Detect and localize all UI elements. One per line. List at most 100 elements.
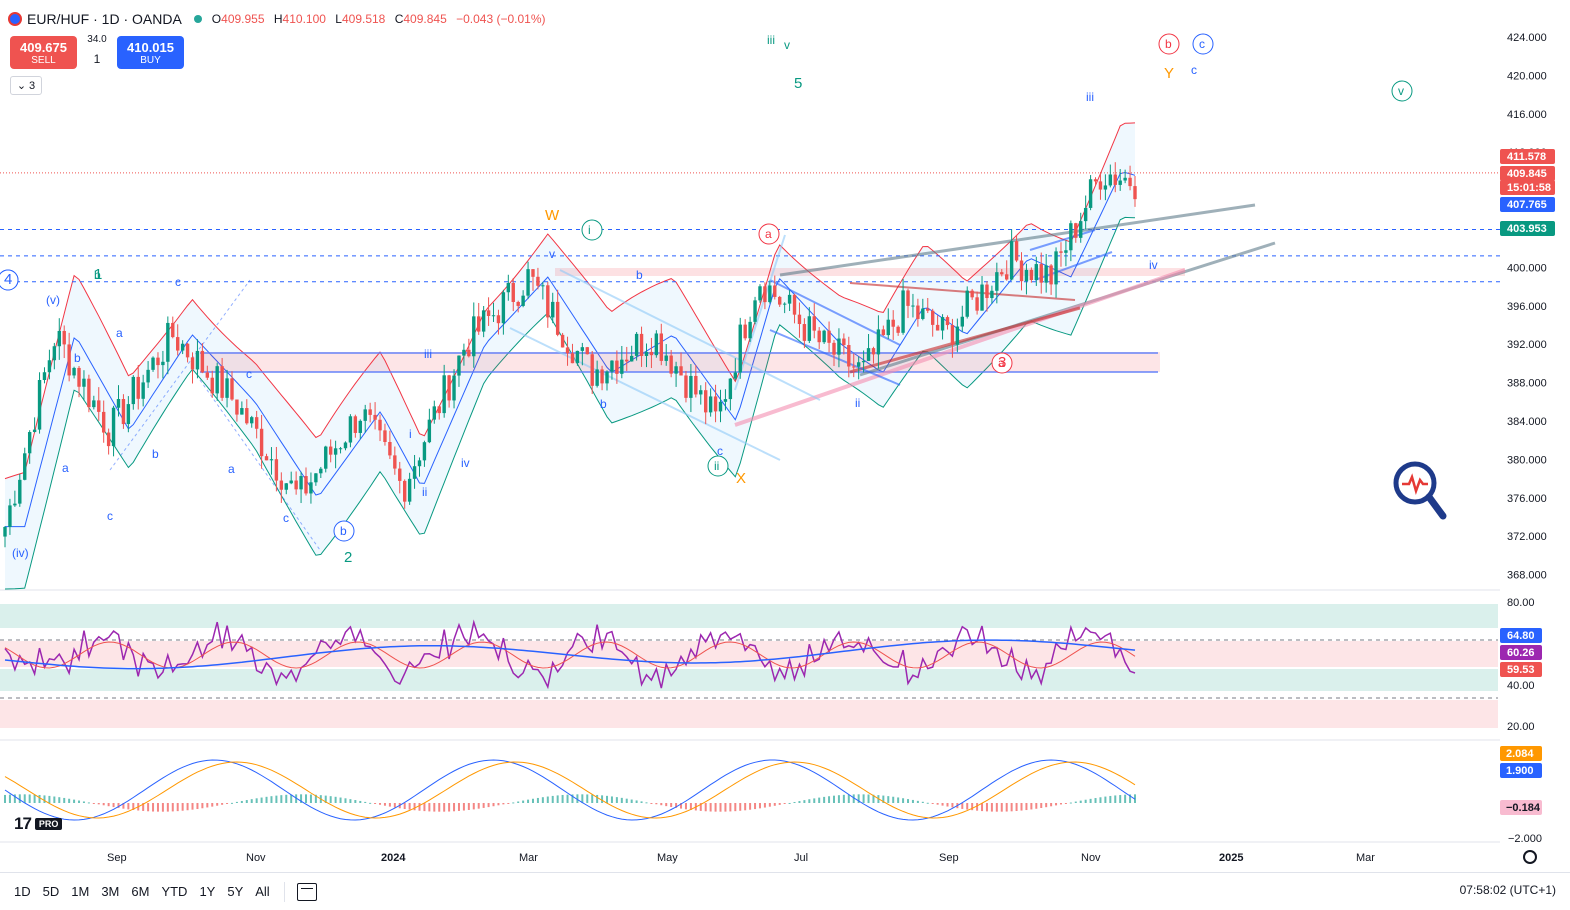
quantity-input[interactable]: 1 xyxy=(93,52,101,66)
macd-histogram-bar xyxy=(403,803,406,809)
wave-label: b xyxy=(600,397,607,411)
macd-histogram-bar xyxy=(448,803,451,812)
macd-histogram-bar xyxy=(527,799,530,803)
macd-histogram-bar xyxy=(413,803,416,811)
candle-body xyxy=(388,441,392,456)
candle-body xyxy=(106,432,111,447)
time-axis-label: Sep xyxy=(107,852,127,864)
macd-histogram-bar xyxy=(793,802,796,804)
range-ytd[interactable]: YTD xyxy=(161,884,188,899)
macd-signal-line xyxy=(4,761,1136,819)
magnifier-pulse-icon[interactable] xyxy=(1392,460,1448,527)
clock-timezone[interactable]: 07:58:02 (UTC+1) xyxy=(1459,883,1556,897)
range-5d[interactable]: 5D xyxy=(42,884,60,899)
wave-label: a xyxy=(228,462,235,476)
candle-body xyxy=(743,324,747,339)
range-6m[interactable]: 6M xyxy=(131,884,150,899)
candle-body xyxy=(457,355,461,376)
candle-body xyxy=(748,321,752,339)
macd-histogram-bar xyxy=(714,803,717,812)
candle-body xyxy=(837,338,841,355)
macd-histogram-bar xyxy=(97,803,100,805)
range-all[interactable]: All xyxy=(255,884,270,899)
macd-histogram-bar xyxy=(981,803,984,812)
price-axis-label: 380.000 xyxy=(1507,454,1547,466)
candle-body xyxy=(684,375,688,398)
candle-body xyxy=(782,303,787,305)
rsi-line xyxy=(4,619,1136,690)
range-5y[interactable]: 5Y xyxy=(227,884,244,899)
macd-histogram-bar xyxy=(660,803,663,806)
macd-histogram-bar xyxy=(749,803,752,810)
candle-body xyxy=(555,301,560,335)
candle-body xyxy=(97,400,101,412)
macd-histogram-bar xyxy=(872,794,875,803)
candle-body xyxy=(111,407,116,447)
macd-histogram-bar xyxy=(23,794,26,803)
macd-histogram-bar xyxy=(704,803,707,812)
candle-body xyxy=(792,294,797,315)
candle-body xyxy=(940,317,945,331)
macd-histogram-bar xyxy=(33,794,36,803)
range-1m[interactable]: 1M xyxy=(71,884,90,899)
wave-marker xyxy=(581,219,603,241)
price-axis-label: 416.000 xyxy=(1507,109,1547,121)
candle-body xyxy=(1005,274,1009,280)
macd-histogram-bar xyxy=(1040,803,1043,808)
chevron-down-icon: ⌄ xyxy=(16,80,27,92)
candle-body xyxy=(886,319,890,336)
close-value: 409.845 xyxy=(403,12,447,26)
macd-histogram-bar xyxy=(586,794,589,803)
macd-histogram-bar xyxy=(985,803,988,812)
macd-histogram-bar xyxy=(798,801,801,803)
range-1y[interactable]: 1Y xyxy=(199,884,216,899)
candle-body xyxy=(1088,179,1093,208)
settings-icon[interactable] xyxy=(1523,850,1537,864)
macd-histogram-bar xyxy=(408,803,411,810)
macd-histogram-bar xyxy=(191,803,194,810)
macd-histogram-bar xyxy=(181,803,184,811)
price-axis-label: 420.000 xyxy=(1507,70,1547,82)
macd-histogram-bar xyxy=(1010,803,1013,812)
candle-body xyxy=(708,396,713,413)
macd-histogram-bar xyxy=(882,795,885,803)
sell-button[interactable]: 409.675 SELL xyxy=(10,36,77,69)
symbol-title[interactable]: EUR/HUF · 1D · OANDA xyxy=(27,11,182,27)
candle-body xyxy=(1069,223,1073,251)
candle-body xyxy=(269,459,274,461)
candle-body xyxy=(259,428,264,457)
range-1d[interactable]: 1D xyxy=(14,884,31,899)
candle-body xyxy=(1014,241,1019,261)
candle-body xyxy=(23,453,27,480)
candle-body xyxy=(42,372,47,380)
tradingview-logo[interactable]: 17 PRO xyxy=(14,814,63,834)
macd-histogram-bar xyxy=(522,800,525,803)
macd-histogram-bar xyxy=(245,800,248,803)
candle-body xyxy=(324,446,328,469)
rsi-axis-label: 20.00 xyxy=(1507,721,1535,733)
macd-histogram-bar xyxy=(418,803,421,811)
price-axis-label: 400.000 xyxy=(1507,262,1547,274)
candle-body xyxy=(368,409,372,415)
macd-histogram-bar xyxy=(280,795,283,803)
macd-histogram-bar xyxy=(571,794,574,803)
calendar-goto-icon[interactable] xyxy=(296,882,317,901)
wave-label: (iv) xyxy=(12,546,29,560)
range-3m[interactable]: 3M xyxy=(101,884,120,899)
candle-body xyxy=(13,503,17,506)
macd-histogram-bar xyxy=(724,803,727,812)
candle-body xyxy=(481,310,486,332)
macd-histogram-bar xyxy=(536,797,539,803)
macd-histogram-bar xyxy=(38,794,41,803)
candle-body xyxy=(230,378,234,400)
indicators-collapse-button[interactable]: ⌄ 3 xyxy=(10,76,42,95)
candle-body xyxy=(995,272,999,291)
buy-button[interactable]: 410.015 BUY xyxy=(117,36,184,69)
wave-label: c xyxy=(1191,63,1197,77)
macd-histogram-bar xyxy=(1055,803,1058,806)
candle-body xyxy=(82,378,86,387)
macd-histogram-bar xyxy=(1124,794,1127,803)
candle-body xyxy=(639,333,644,356)
macd-histogram-bar xyxy=(832,795,835,803)
